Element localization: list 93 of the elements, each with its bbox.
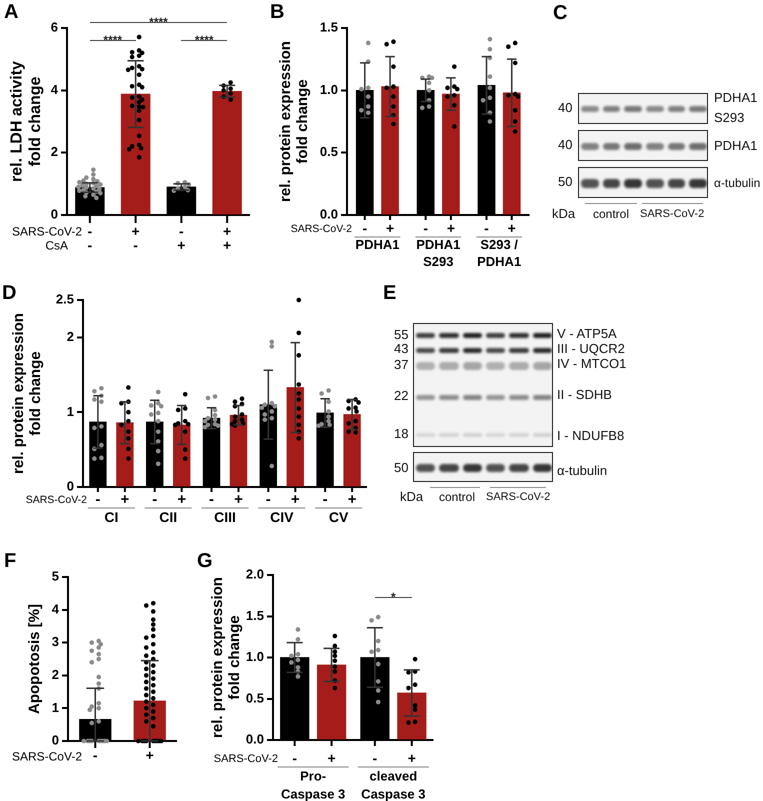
text: - — [152, 491, 158, 508]
chart-title: A — [4, 1, 18, 23]
annotation: **** — [103, 33, 122, 47]
text: 40 — [558, 100, 572, 116]
y-tick-label: 1.0 — [320, 82, 338, 97]
text: 50 — [558, 174, 572, 190]
y-tick-label: 6 — [50, 20, 58, 35]
text: C — [553, 2, 568, 24]
text: α-tubulin — [557, 463, 608, 479]
text: 55 — [394, 327, 408, 343]
text: 22 — [394, 388, 408, 404]
text: I - NDUFB8 — [557, 428, 624, 444]
y-tick-label: 2 — [52, 666, 59, 682]
text: 40 — [558, 137, 572, 153]
text: - — [266, 491, 271, 508]
chart-title: G — [197, 550, 213, 572]
chart-title: F — [4, 550, 16, 572]
annotation: * — [391, 590, 396, 604]
x-tick-label: + + — [223, 222, 232, 253]
y-axis-title: rel. LDH activity fold change — [8, 60, 44, 182]
y-tick-label: 0 — [50, 206, 58, 222]
text: PDHA1 S293 — [714, 89, 758, 127]
y-axis-title: rel. protein expression fold change — [276, 41, 312, 202]
chart-title: B — [270, 1, 284, 23]
y-tick-label: 1.5 — [246, 608, 264, 623]
text: control — [593, 206, 630, 222]
y-tick-label: 1.0 — [246, 649, 264, 664]
text: control — [439, 489, 476, 505]
text: kDa — [552, 206, 576, 222]
text: - — [322, 491, 328, 508]
y-tick-label: 2.5 — [56, 292, 74, 307]
y-tick-label: 1 — [66, 404, 74, 419]
x-tick-label: CI — [104, 508, 118, 525]
y-axis-title: rel. protein expression fold change — [10, 313, 44, 474]
text: II - SDHB — [557, 387, 612, 403]
chart-title: D — [2, 282, 16, 304]
y-tick-label: 1.5 — [320, 20, 338, 35]
text: SARS-CoV-2 — [486, 490, 550, 505]
text: - — [209, 491, 214, 508]
text: 18 — [394, 426, 408, 442]
y-tick-label: 1 — [52, 700, 59, 715]
text: III - UQCR2 — [557, 341, 625, 356]
y-tick-label: 2 — [50, 144, 58, 160]
y-tick-label: 0.0 — [246, 732, 264, 747]
annotation: **** — [149, 15, 168, 29]
text: + — [290, 491, 300, 508]
text: 37 — [394, 357, 408, 373]
text: IV - MTCO1 — [557, 356, 626, 371]
text: 50 — [394, 460, 408, 476]
y-tick-label: 4 — [52, 601, 60, 616]
y-tick-label: 0 — [66, 478, 74, 494]
y-tick-label: 0 — [52, 732, 59, 748]
y-tick-label: 0.5 — [320, 144, 338, 160]
text: kDa — [400, 489, 424, 505]
y-tick-label: 0.5 — [246, 690, 264, 706]
x-tick-label: - + — [177, 222, 186, 253]
x-tick-label: cleaved Caspase 3 — [361, 768, 426, 801]
y-tick-label: 2.0 — [246, 566, 264, 582]
text: SARS-CoV-2 — [214, 753, 278, 766]
x-tick-label: Pro- Caspase 3 — [280, 768, 346, 801]
text: CsA — [45, 238, 68, 252]
text: + — [234, 491, 244, 508]
text: SARS-CoV-2 — [12, 224, 82, 238]
text: SARS-CoV-2 — [640, 207, 704, 222]
y-tick-label: 3 — [52, 634, 59, 650]
x-tick-label: PDHA1 S293 — [416, 237, 460, 270]
y-axis-title: Apopotosis [%] — [26, 604, 43, 714]
y-tick-label: 2 — [66, 328, 74, 344]
text: PDHA1 — [714, 138, 758, 154]
text: E — [383, 282, 396, 304]
y-tick-label: 0.0 — [320, 206, 338, 222]
text: 43 — [394, 341, 408, 357]
x-tick-label: + - — [132, 222, 140, 253]
y-tick-label: 4 — [50, 82, 59, 97]
x-tick-label: - - — [88, 222, 93, 253]
x-tick-label: CIV — [270, 508, 294, 525]
text: SARS-CoV-2 — [290, 222, 352, 235]
text: V - ATP5A — [557, 326, 617, 341]
y-axis-title: rel. protein expression fold change — [208, 577, 244, 738]
text: α-tubulin — [714, 175, 760, 191]
text: SARS-CoV-2 — [12, 749, 82, 764]
x-tick-label: CII — [159, 508, 178, 525]
x-tick-label: CV — [328, 508, 349, 525]
y-tick-label: 5 — [52, 568, 59, 584]
text: - — [95, 491, 100, 508]
x-tick-label: PDHA1 — [355, 237, 400, 252]
text: + — [120, 491, 130, 508]
text: + — [177, 491, 186, 508]
annotation: **** — [194, 33, 214, 47]
text: + — [348, 491, 357, 508]
text: SARS-CoV-2 — [26, 494, 88, 506]
x-tick-label: CIII — [214, 508, 236, 525]
x-tick-label: S293 / PDHA1 — [477, 237, 522, 270]
